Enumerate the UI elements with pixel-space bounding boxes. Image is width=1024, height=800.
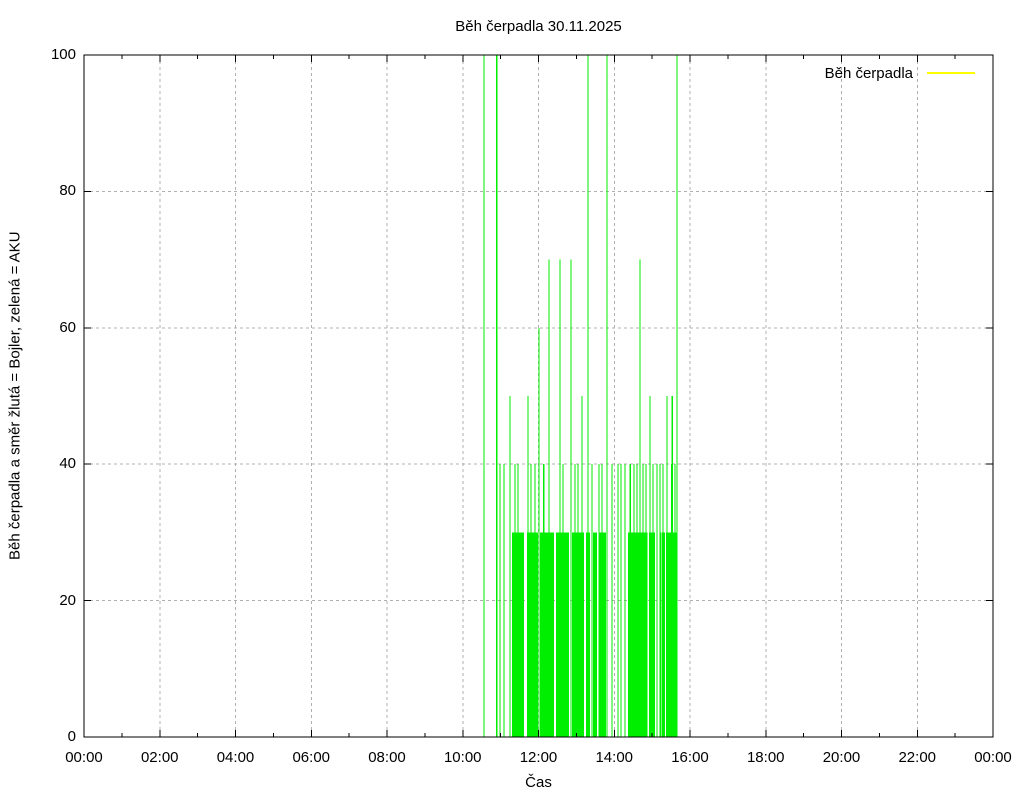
y-tick-label: 40 — [59, 455, 76, 473]
x-tick-label: 22:00 — [898, 749, 937, 766]
legend-line-sample — [927, 72, 975, 74]
y-tick-label: 20 — [59, 591, 76, 609]
legend: Běh čerpadla — [825, 64, 975, 82]
x-tick-label: 00:00 — [974, 749, 1012, 766]
x-tick-label: 04:00 — [216, 749, 255, 766]
x-tick-label: 12:00 — [519, 749, 558, 766]
y-tick-label: 100 — [50, 46, 76, 63]
x-tick-label: 10:00 — [443, 749, 482, 766]
x-tick-label: 08:00 — [368, 749, 406, 766]
x-tick-label: 18:00 — [746, 749, 785, 766]
y-tick-label: 80 — [59, 182, 76, 200]
x-tick-label: 14:00 — [595, 749, 634, 766]
x-tick-label: 16:00 — [671, 749, 709, 766]
gridlines — [84, 55, 993, 737]
series-impulses — [483, 55, 678, 737]
y-tick-label: 0 — [67, 728, 76, 745]
legend-label: Běh čerpadla — [824, 64, 913, 82]
x-tick-label: 06:00 — [292, 749, 331, 766]
y-tick-label: 60 — [59, 318, 76, 336]
x-axis-title: Čas — [525, 774, 552, 791]
chart-title: Běh čerpadla 30.11.2025 — [455, 18, 622, 35]
x-tick-label: 00:00 — [65, 749, 103, 766]
axes-and-ticks — [83, 54, 994, 738]
x-tick-label: 20:00 — [822, 749, 861, 766]
x-tick-label: 02:00 — [140, 749, 179, 766]
